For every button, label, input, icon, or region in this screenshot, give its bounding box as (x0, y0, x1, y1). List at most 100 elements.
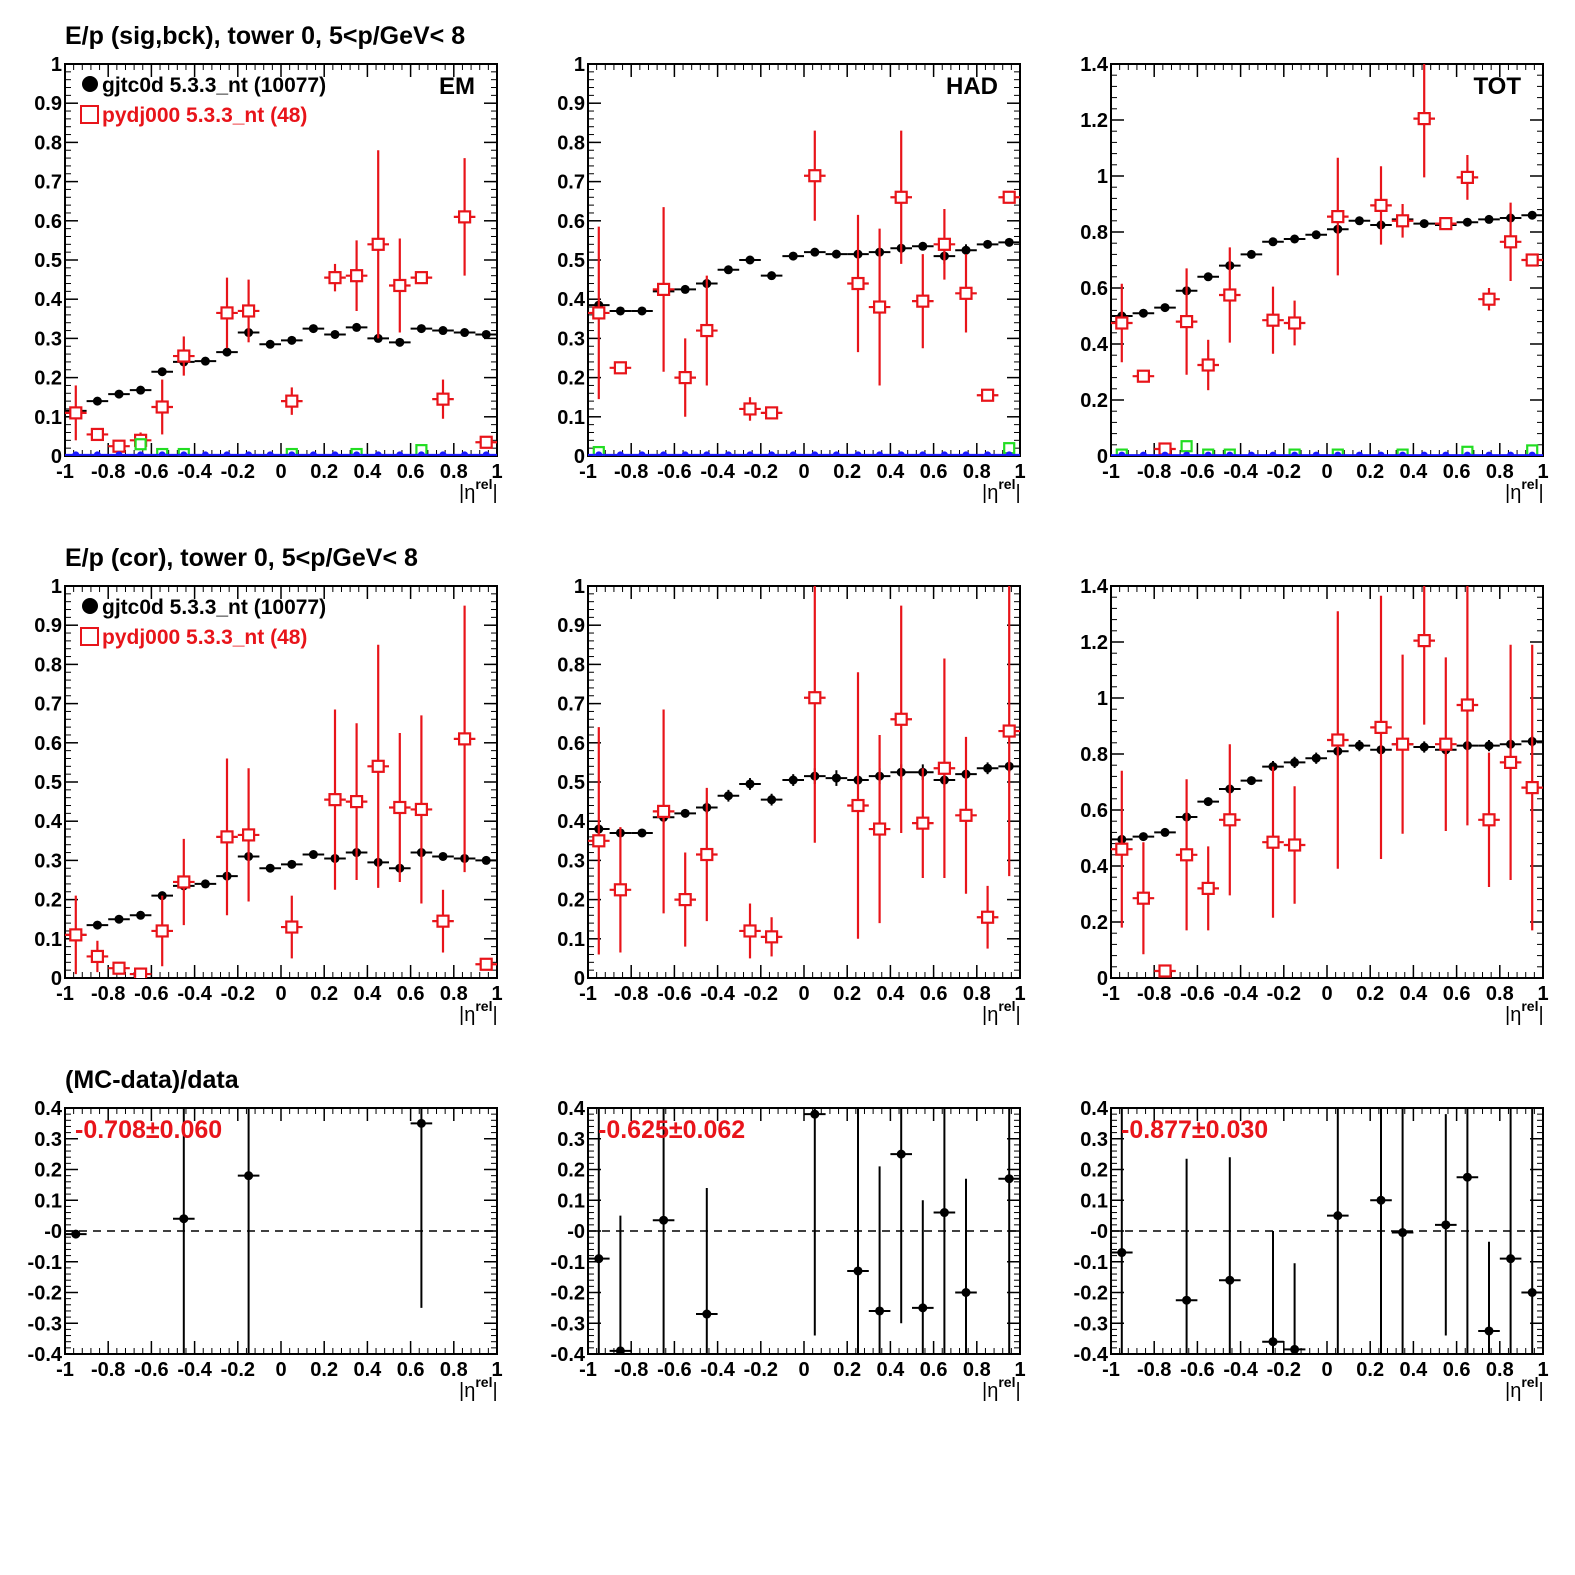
mc-point (678, 892, 692, 907)
data-background-point (93, 451, 101, 456)
mc-point (937, 761, 952, 775)
data-background-point (331, 451, 339, 456)
ratio-point (918, 1303, 928, 1313)
data-background-point (811, 451, 819, 456)
mc-point (1525, 253, 1539, 267)
data-background-point (461, 451, 469, 456)
data-point (637, 306, 647, 316)
x-tick-label: 0.6 (920, 461, 948, 483)
mc-point (177, 349, 191, 363)
mc-point (1417, 633, 1431, 648)
mc-point (872, 822, 887, 836)
mc-point (90, 427, 105, 442)
x-tick-label: 0.2 (1356, 983, 1384, 1005)
mc-background-point (134, 438, 147, 451)
y-tick-label: 0.2 (1080, 390, 1108, 412)
x-tick-label: 0.6 (920, 983, 948, 1005)
ratio-point (1398, 1228, 1408, 1238)
y-tick-label: -0 (1090, 1221, 1108, 1243)
data-background-point (1005, 451, 1013, 456)
data-point (157, 367, 167, 377)
data-background-point (638, 451, 646, 456)
x-tick-label: 0.8 (1486, 1359, 1514, 1381)
data-background-point (417, 451, 425, 456)
x-tick-label: 0.8 (963, 461, 991, 483)
x-axis-label-bar: | (1015, 1380, 1020, 1402)
ratio-fit-label: -0.708±0.060 (75, 1116, 222, 1144)
mc-point (414, 802, 428, 817)
panel-label: HAD (946, 73, 998, 100)
x-tick-label: -1 (579, 983, 597, 1005)
data-point (330, 329, 340, 339)
data-background-point (789, 451, 797, 456)
data-background-point (897, 451, 905, 456)
x-tick-label: -0.4 (1223, 1359, 1258, 1381)
x-tick-label: 0.8 (963, 983, 991, 1005)
data-point (831, 249, 841, 259)
data-background-point (309, 451, 317, 456)
data-point (265, 339, 275, 349)
ratio-point (1182, 1295, 1192, 1305)
data-background-point (768, 451, 776, 456)
legend-mc-marker (80, 627, 99, 646)
x-tick-label: 0.4 (353, 461, 382, 483)
mc-point (1266, 835, 1280, 849)
mc-point (1223, 288, 1237, 302)
mc-point (371, 237, 385, 251)
data-background-point (137, 451, 145, 456)
y-tick-label: 0.3 (34, 328, 62, 350)
x-tick-label: 0.2 (1356, 461, 1384, 483)
data-point (308, 850, 318, 860)
y-tick-label: 0.2 (1080, 1160, 1108, 1182)
x-axis-label-sup: rel (998, 476, 1015, 492)
x-tick-label: -0.6 (1180, 983, 1214, 1005)
data-point (961, 245, 971, 255)
data-point (438, 326, 448, 336)
mc-point (700, 323, 714, 338)
mc-point (894, 712, 908, 726)
data-background-point (660, 451, 668, 456)
x-tick-label: 0.8 (1486, 461, 1514, 483)
x-tick-label: -0.8 (1137, 983, 1171, 1005)
y-tick-label: 0.7 (557, 172, 585, 194)
data-background-point (482, 451, 490, 456)
data-background-point (396, 451, 404, 456)
mc-point (242, 828, 256, 842)
data-background-point (1420, 451, 1428, 456)
x-axis-label-sup: rel (475, 476, 492, 492)
y-tick-label: 0.5 (34, 250, 62, 272)
x-tick-label: 0.6 (397, 1359, 425, 1381)
mc-point (851, 798, 865, 813)
ratio-point (961, 1288, 971, 1297)
y-tick-label: 0.4 (34, 289, 63, 311)
y-tick-label: -0.1 (1074, 1252, 1108, 1274)
y-tick-label: 0.3 (557, 1129, 585, 1151)
data-background-point (374, 451, 382, 456)
mc-point (1287, 838, 1302, 852)
y-tick-label: 0.4 (557, 811, 586, 833)
y-tick-label: 0.3 (1080, 1129, 1108, 1151)
data-background-point (1507, 451, 1515, 456)
y-tick-label: -0 (567, 1221, 585, 1243)
x-tick-label: 0.6 (1443, 461, 1471, 483)
y-tick-label: 0.2 (34, 368, 62, 390)
panel-label: TOT (1473, 73, 1521, 100)
legend-data-label: gjtc0d 5.3.3_nt (10077) (102, 74, 326, 97)
x-tick-label: -0.4 (700, 1359, 735, 1381)
mc-point (1115, 316, 1129, 330)
data-background-point (201, 451, 209, 456)
x-tick-label: -0.6 (134, 461, 168, 483)
x-tick-label: -0.2 (221, 1359, 255, 1381)
x-axis-label-bar: | (492, 1380, 497, 1402)
y-tick-label: 1 (1097, 688, 1108, 710)
x-tick-label: -0.6 (134, 983, 168, 1005)
ratio-point (1376, 1195, 1386, 1205)
data-background-point (245, 451, 253, 456)
data-background-point (1442, 451, 1450, 456)
x-tick-label: 0.2 (310, 1359, 338, 1381)
data-point (745, 255, 755, 265)
mc-point (134, 967, 148, 978)
x-axis-label-sup: rel (1521, 476, 1538, 492)
data-background-point (439, 451, 447, 456)
data-point (136, 385, 146, 395)
